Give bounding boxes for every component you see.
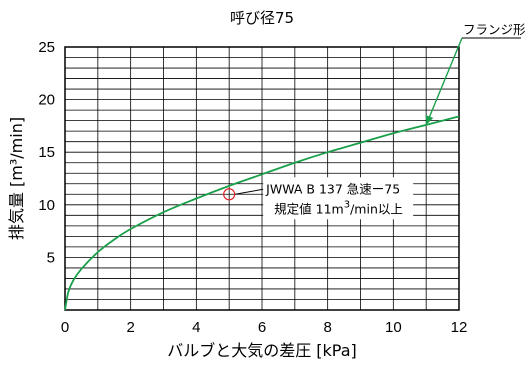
x-tick-label: 6	[258, 319, 266, 336]
spec-point-marker	[223, 188, 236, 201]
y-tick-label: 15	[38, 144, 55, 161]
x-tick-label: 2	[126, 319, 134, 336]
spec-leader-line	[235, 188, 264, 195]
x-tick-labels: 0 2 4 6 8 10 12	[61, 319, 468, 336]
series-label-arrowhead	[425, 115, 434, 125]
x-tick-label: 12	[451, 319, 468, 336]
y-tick-label: 5	[47, 249, 55, 266]
spec-label-sup: 3	[344, 199, 350, 210]
spec-label-background	[263, 177, 414, 220]
spec-label-line2-suffix: /min以上	[350, 201, 403, 216]
plot-frame	[64, 46, 460, 311]
x-tick-label: 0	[61, 319, 69, 336]
spec-label-line1: JWWA B 137 急速ー75	[265, 181, 400, 196]
y-tick-label: 10	[38, 197, 55, 214]
series-label-flange: フランジ形	[463, 22, 525, 37]
series-label-leader	[425, 37, 463, 126]
series-line-flange	[64, 115, 460, 311]
x-tick-label: 8	[323, 319, 331, 336]
x-tick-label: 10	[385, 319, 402, 336]
x-tick-label: 4	[192, 319, 200, 336]
y-tick-labels: 5 10 15 20 25	[38, 39, 55, 266]
y-tick-label: 25	[38, 39, 55, 56]
spec-label-line2: 規定値 11m3/min以上	[274, 199, 403, 216]
x-axis-label: バルブと大気の差圧 [kPa]	[167, 341, 357, 360]
spec-label-line2-main: 規定値 11m	[274, 201, 344, 216]
chart-title: 呼び径75	[230, 9, 294, 27]
y-axis-label: 排気量 [m³/min]	[7, 117, 26, 240]
y-tick-label: 20	[38, 92, 55, 109]
